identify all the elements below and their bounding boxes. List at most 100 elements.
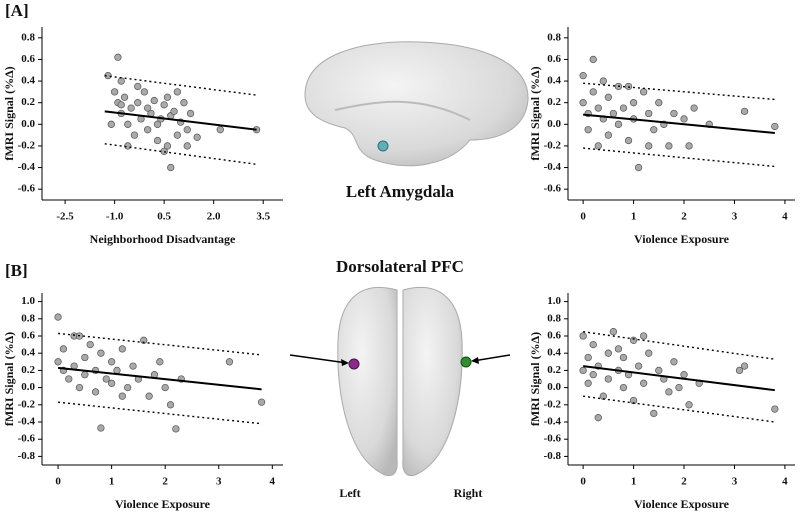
point (183, 142, 191, 150)
point (156, 358, 164, 366)
point (140, 336, 148, 344)
point (183, 126, 191, 134)
x-tick-label: 3 (216, 476, 222, 488)
upper-bound (57, 332, 262, 356)
x-tick-label: 4 (270, 476, 276, 488)
point (166, 401, 175, 409)
y-tick-label: 0.4 (547, 75, 561, 87)
point (735, 366, 744, 375)
lower-bound (104, 143, 257, 166)
point (685, 142, 693, 150)
x-tick-label: 1 (109, 476, 115, 488)
fit-line (104, 110, 257, 131)
x-tick-label: 4 (782, 476, 788, 488)
point (107, 120, 115, 128)
point (619, 104, 628, 112)
y-tick-label: 0.2 (21, 96, 35, 108)
point (163, 142, 172, 150)
chart: 0.8 0.6 0.4 0.2 0.0 -0.2 -0.4 -0.6 -2.5 -1.0 0.5 2.… (2, 27, 283, 246)
point (640, 88, 648, 96)
x-axis-label: Violence Exposure (634, 232, 730, 246)
point (589, 55, 597, 64)
point (609, 109, 618, 118)
point (193, 133, 201, 141)
point (740, 362, 749, 370)
point (665, 142, 673, 150)
y-tick-label: 0.8 (21, 312, 35, 324)
y-tick-label: 0.4 (21, 347, 35, 359)
point (107, 379, 116, 387)
y-tick-label: 0.2 (21, 364, 35, 376)
chart: 1.0 0.8 0.6 0.4 0.2 0.0 -0.2 -0.4 -0.6 -0.8 0 1 2 3 4 V… (528, 293, 795, 511)
point (579, 332, 587, 340)
y-tick-label: -0.4 (544, 161, 562, 173)
point (163, 93, 172, 101)
point (140, 88, 148, 96)
point (655, 366, 663, 375)
point (604, 93, 613, 101)
point (160, 101, 168, 109)
point (640, 379, 648, 387)
y-tick-label: 0.6 (21, 330, 35, 342)
y-tick-label: 0.6 (547, 330, 561, 342)
point (124, 120, 132, 128)
panel-label: [B] (5, 261, 28, 280)
point (594, 104, 602, 112)
y-tick-label: -0.4 (544, 416, 562, 428)
point (127, 104, 135, 112)
fit-line (57, 366, 262, 391)
lower-bound (583, 147, 775, 168)
point (604, 131, 613, 139)
y-tick-label: -0.8 (544, 450, 562, 462)
y-tick-label: 1.0 (21, 295, 35, 307)
point (225, 358, 234, 366)
point (118, 345, 126, 353)
point (645, 142, 653, 150)
point (173, 88, 182, 96)
y-tick-label: 0.6 (21, 53, 35, 65)
region-label: Left Amygdala (346, 182, 455, 201)
point (150, 96, 158, 105)
point (655, 99, 663, 107)
point (91, 388, 100, 396)
lower-bound (583, 395, 775, 423)
point (670, 109, 678, 118)
point (594, 142, 602, 150)
upper-bound (104, 74, 257, 96)
point (599, 77, 607, 85)
point (216, 126, 224, 134)
point (584, 379, 592, 387)
y-tick-label: 1.0 (547, 295, 561, 307)
fit-line (583, 113, 775, 134)
point (675, 383, 683, 392)
side-label: Left (339, 486, 360, 500)
point (634, 362, 643, 370)
point (160, 147, 168, 155)
point (75, 383, 84, 392)
point (153, 136, 162, 145)
y-tick-label: -0.6 (18, 433, 36, 445)
point (173, 131, 182, 139)
y-axis-label: fMRI Signal (%Δ) (2, 332, 16, 426)
y-tick-label: -0.2 (18, 398, 36, 410)
point (629, 99, 638, 107)
point (143, 104, 152, 112)
point (645, 349, 653, 357)
y-tick-label: 0.0 (21, 381, 35, 393)
point (609, 328, 618, 336)
point (143, 126, 152, 134)
x-tick-label: 2 (162, 476, 168, 488)
point (54, 358, 62, 366)
x-tick-label: 3.5 (256, 211, 270, 223)
point (117, 101, 125, 109)
x-tick-label: 0 (580, 476, 586, 488)
y-tick-label: -0.4 (18, 161, 36, 173)
point (604, 349, 613, 357)
point (650, 126, 658, 134)
point (120, 93, 129, 101)
x-tick-label: 1 (631, 211, 637, 223)
y-tick-label: -0.8 (18, 450, 36, 462)
point (670, 358, 678, 366)
point (594, 414, 602, 422)
brain-lateral (304, 41, 529, 167)
